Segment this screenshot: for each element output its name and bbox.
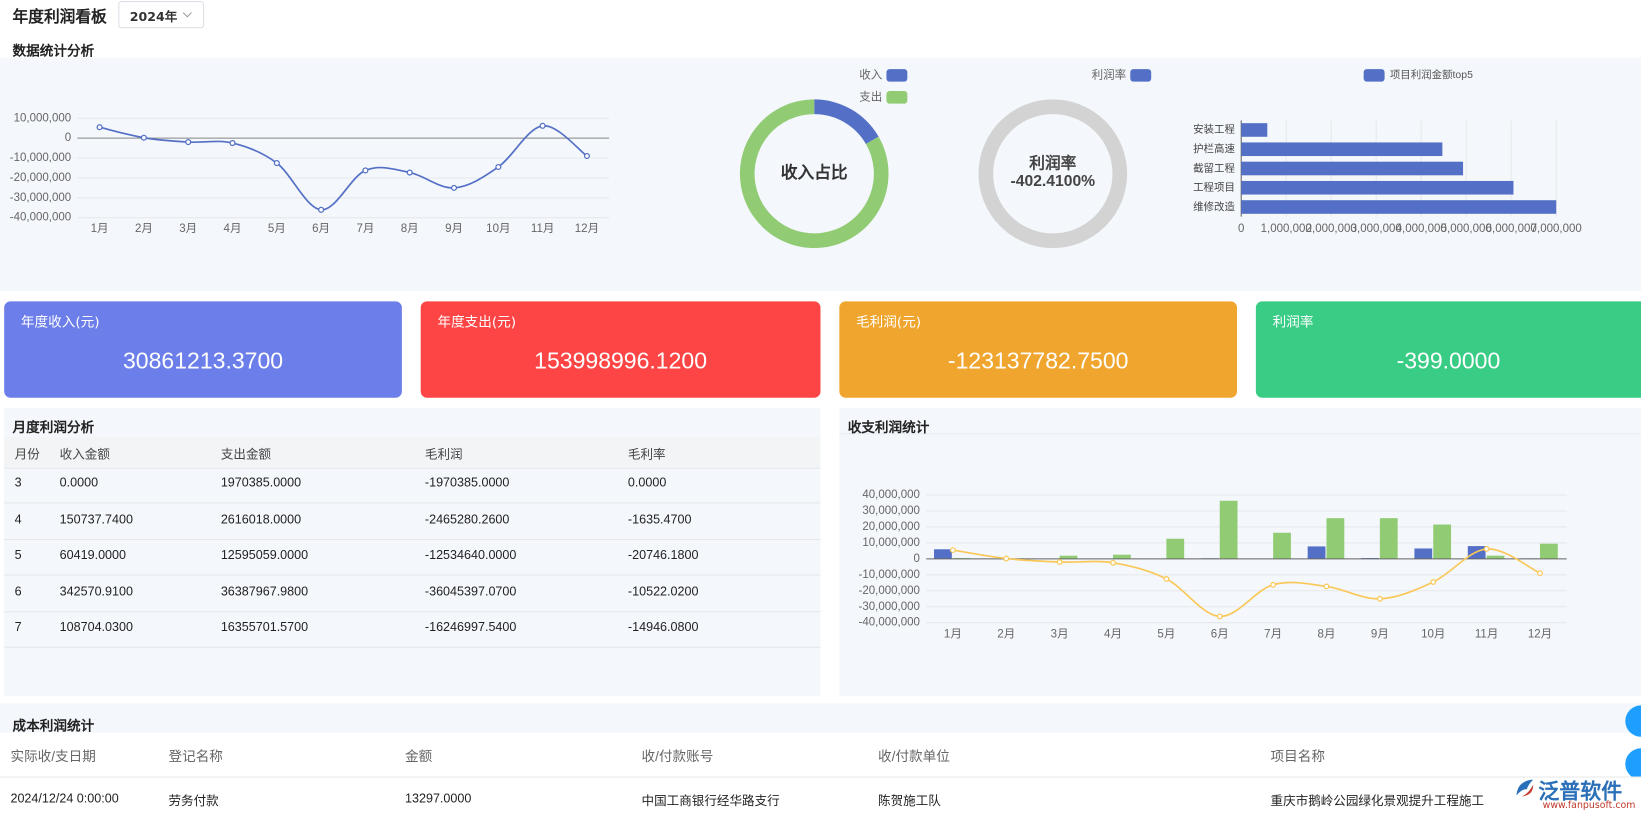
table-row: [0, 777, 1641, 821]
row-divider: [4, 610, 821, 612]
card-value: -123137782.7500: [947, 347, 1129, 374]
row-divider: [4, 502, 821, 504]
table-cell: 4: [14, 511, 22, 526]
logo-url: www.fanpusoft.com: [1542, 800, 1636, 812]
table-cell: -1970385.0000: [424, 475, 510, 490]
table-cell: -2465280.2600: [424, 511, 510, 526]
table-cell: -10522.0200: [627, 583, 699, 599]
card-label: 年度收入(元): [20, 315, 100, 331]
table-cell: 1970385.0000: [220, 475, 302, 490]
column-header: 项目名称: [1270, 748, 1325, 764]
side-buttons[interactable]: [1622, 703, 1641, 777]
table-cell: 342570.9100: [59, 583, 133, 599]
table-cell: -16246997.5400: [424, 619, 517, 635]
table-cell: 0.0000: [627, 475, 667, 490]
table-cell: 劳务付款: [168, 793, 219, 808]
table-cell: 12595059.0000: [220, 547, 309, 562]
table-cell: 16355701.5700: [220, 619, 309, 635]
column-header: 支出金额: [220, 446, 272, 462]
row-divider: [4, 538, 821, 540]
table-cell: 5: [14, 547, 22, 562]
table-cell: -36045397.0700: [424, 583, 517, 599]
column-header: 月份: [14, 446, 40, 462]
table-cell: 7: [14, 619, 22, 635]
year-value: 2024年: [129, 9, 178, 25]
table-cell: 陈贺施工队: [878, 793, 941, 808]
card-value: 153998996.1200: [534, 347, 708, 374]
table-cell: 36387967.9800: [220, 583, 309, 599]
table-cell: -1635.4700: [627, 511, 692, 526]
table-cell: -20746.1800: [627, 547, 699, 562]
column-header: 登记名称: [168, 748, 223, 764]
card: 利润率 -399.0000: [1255, 301, 1641, 398]
row-divider: [4, 574, 821, 576]
section-title: 数据统计分析: [12, 43, 95, 60]
table-cell: 108704.0300: [59, 619, 133, 635]
stats-panel: [0, 57, 1641, 291]
card-value: -399.0000: [1396, 347, 1501, 374]
logo-icon: [1516, 779, 1534, 797]
section-title: 收支利润统计: [847, 420, 930, 437]
section-title: 月度利润分析: [12, 420, 95, 437]
column-header: 收/付款单位: [878, 748, 950, 764]
logo-name: 泛普软件: [1538, 778, 1623, 804]
column-header: 金额: [405, 748, 433, 764]
table-cell: 0.0000: [59, 475, 99, 490]
column-header: 实际收/支日期: [10, 748, 96, 764]
table-header: [4, 437, 821, 469]
table-cell: 中国工商银行经华路支行: [641, 793, 780, 808]
page-title: 年度利润看板: [12, 7, 107, 27]
table-cell: 重庆市鹅岭公园绿化景观提升工程施工: [1270, 793, 1485, 808]
column-header: 收/付款账号: [641, 748, 714, 764]
column-header: 收入金额: [59, 446, 110, 462]
divider: [839, 433, 1641, 435]
table-header: [0, 732, 1641, 778]
table-cell: -12534640.0000: [424, 547, 517, 562]
card: 年度收入(元) 30861213.3700: [4, 301, 402, 398]
card-label: 利润率: [1272, 315, 1314, 331]
year-select[interactable]: 2024年: [118, 1, 205, 29]
card-label: 年度支出(元): [437, 315, 517, 331]
card-value: 30861213.3700: [123, 347, 284, 374]
column-header: 毛利率: [627, 446, 666, 462]
column-header: 毛利润: [424, 446, 463, 462]
table-cell: 2616018.0000: [220, 511, 302, 526]
card: 年度支出(元) 153998996.1200: [420, 301, 821, 398]
table-cell: 2024/12/24 0:00:00: [10, 791, 119, 806]
section-title: 成本利润统计: [12, 718, 95, 735]
chevron: [182, 12, 192, 18]
card-label: 毛利润(元): [856, 315, 922, 331]
table-cell: 3: [14, 475, 22, 490]
table-cell: 150737.7400: [59, 511, 133, 526]
table-cell: 60419.0000: [59, 547, 127, 562]
table-cell: 13297.0000: [405, 791, 472, 806]
combo-panel: [839, 408, 1641, 696]
table-cell: 6: [14, 583, 22, 599]
table-cell: -14946.0800: [627, 619, 699, 635]
card: 毛利润(元) -123137782.7500: [839, 301, 1238, 398]
row-divider: [4, 646, 821, 648]
